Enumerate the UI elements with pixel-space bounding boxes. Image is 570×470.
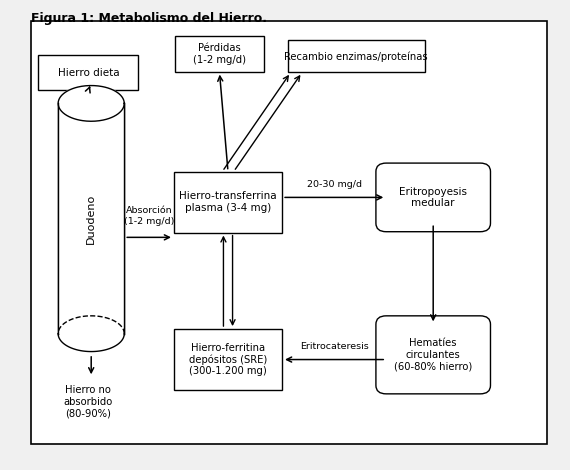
- Text: Eritropoyesis
medular: Eritropoyesis medular: [399, 187, 467, 208]
- Text: Pérdidas
(1-2 mg/d): Pérdidas (1-2 mg/d): [193, 43, 246, 65]
- Text: Duodeno: Duodeno: [86, 194, 96, 243]
- FancyBboxPatch shape: [376, 163, 490, 232]
- Text: Hierro-ferritina
depósitos (SRE)
(300-1.200 mg): Hierro-ferritina depósitos (SRE) (300-1.…: [189, 343, 267, 376]
- Text: Hematíes
circulantes
(60-80% hierro): Hematíes circulantes (60-80% hierro): [394, 338, 473, 371]
- FancyBboxPatch shape: [376, 316, 490, 394]
- Text: 20-30 mg/d: 20-30 mg/d: [307, 180, 361, 189]
- FancyBboxPatch shape: [176, 37, 263, 71]
- FancyBboxPatch shape: [288, 40, 425, 72]
- FancyBboxPatch shape: [39, 55, 138, 90]
- FancyBboxPatch shape: [174, 172, 282, 233]
- Text: Hierro dieta: Hierro dieta: [58, 68, 119, 78]
- Text: Hierro no
absorbido
(80-90%): Hierro no absorbido (80-90%): [64, 385, 113, 418]
- Text: Figura 1: Metabolismo del Hierro.: Figura 1: Metabolismo del Hierro.: [31, 12, 267, 25]
- FancyBboxPatch shape: [174, 329, 282, 390]
- FancyBboxPatch shape: [58, 103, 124, 334]
- Polygon shape: [58, 86, 124, 121]
- FancyBboxPatch shape: [31, 21, 547, 444]
- Text: Recambio enzimas/proteínas: Recambio enzimas/proteínas: [284, 51, 428, 62]
- Text: Hierro-transferrina
plasma (3-4 mg): Hierro-transferrina plasma (3-4 mg): [179, 191, 277, 213]
- Text: Absorción
(1-2 mg/d): Absorción (1-2 mg/d): [124, 206, 174, 226]
- Text: Eritrocateresis: Eritrocateresis: [300, 342, 369, 351]
